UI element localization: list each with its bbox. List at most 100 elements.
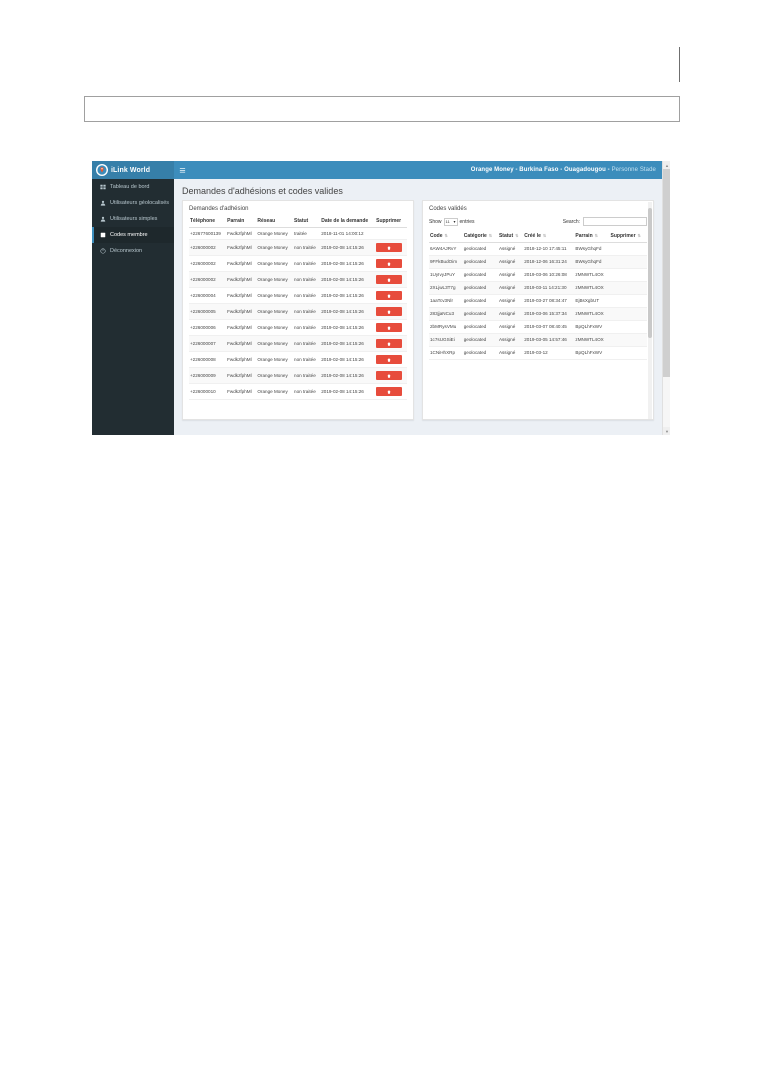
cell-statut: non traitée (293, 303, 321, 320)
users-icon (100, 200, 106, 206)
col-statut[interactable]: Statut ⇅ (497, 230, 524, 243)
delete-button[interactable] (376, 323, 403, 332)
col-parrain[interactable]: Parrain ⇅ (574, 230, 610, 243)
delete-button[interactable] (376, 259, 403, 268)
panel-right-title: Codes validés (429, 206, 467, 212)
cell-parrain: FwdkzfphMl (226, 239, 257, 256)
panel-right-scrollbar-thumb[interactable] (648, 208, 652, 338)
cell-parrain: FwdkzfphMl (226, 271, 257, 288)
cell-code: 6AW4AJRvY (429, 242, 463, 256)
cell-statut: Assigné (497, 307, 524, 321)
table-header-row: Téléphone Parrain Réseau Statut Date de … (189, 215, 407, 228)
scroll-down-arrow-icon[interactable]: ▼ (663, 427, 670, 435)
cell-categorie: geolocated (462, 294, 498, 308)
delete-button[interactable] (376, 371, 403, 380)
table-row: +226000002 FwdkzfphMl Orange Money non t… (189, 239, 407, 256)
col-categorie-label: Catégorie (463, 233, 487, 239)
page-length-value: 11 (445, 219, 450, 224)
col-cree-le[interactable]: Créé le ⇅ (523, 230, 575, 243)
show-label: Show (429, 218, 442, 225)
cell-statut: Assigné (497, 242, 524, 256)
panel-codes-valides: Codes validés Show 11 ▾ entries Search: (422, 200, 654, 420)
col-categorie[interactable]: Catégorie ⇅ (462, 230, 498, 243)
cell-date: 2019-03-27 08:34:47 (523, 294, 575, 308)
cell-telephone: +226000004 (189, 287, 227, 304)
sidebar-item-utilisateurs-geolocalises[interactable]: Utilisateurs géolocalisés (92, 195, 174, 211)
sidebar-item-codes-membre[interactable]: Codes membre (92, 227, 174, 243)
delete-button[interactable] (376, 339, 403, 348)
cell-date: 2019-03-06 15:37:34 (523, 307, 575, 321)
cell-telephone: +226000005 (189, 303, 227, 320)
datatable-controls: Show 11 ▾ entries Search: (423, 215, 653, 230)
delete-button[interactable] (376, 291, 403, 300)
cell-statut: Assigné (497, 281, 524, 295)
col-code[interactable]: Code ⇅ (429, 230, 463, 243)
sidebar-toggle-button[interactable] (174, 161, 190, 179)
cell-reseau: Orange Money (256, 255, 294, 272)
search-input[interactable] (583, 217, 647, 226)
top-vertical-rule (679, 47, 680, 82)
cell-telephone: +226000006 (189, 319, 227, 336)
delete-button[interactable] (376, 275, 403, 284)
brand-title: iLink World (111, 166, 151, 174)
delete-button[interactable] (376, 355, 403, 364)
chevron-down-icon: ▾ (453, 219, 456, 224)
entries-label: entries (459, 218, 475, 225)
cell-statut: non traitée (293, 319, 321, 336)
cell-telephone: +226000002 (189, 239, 227, 256)
code-icon (100, 232, 106, 238)
panel-demandes-adhesion: Demandes d'adhésion Téléphone Parrain Ré… (182, 200, 414, 420)
delete-button[interactable] (376, 387, 403, 396)
trash-icon (387, 310, 391, 314)
sort-icon: ⇅ (542, 233, 547, 238)
col-supprimer-label: Supprimer (610, 233, 636, 239)
panel-right-scrollbar[interactable] (648, 202, 652, 419)
sidebar-item-utilisateurs-simples[interactable]: Utilisateurs simples (92, 211, 174, 227)
panel-right-body: Code ⇅ Catégorie ⇅ Statut ⇅ Créé le ⇅ Parrai… (423, 230, 653, 360)
sort-icon: ⇅ (594, 233, 598, 238)
power-icon (100, 248, 106, 254)
navbar-user-info[interactable]: Orange Money - Burkina Faso - Ouagadougo… (471, 167, 662, 173)
col-date-demande: Date de la demande (320, 215, 376, 228)
navbar-username: Personne Stade (611, 167, 656, 173)
cell-statut: Assigné (497, 320, 524, 334)
cell-supprimer (609, 307, 647, 321)
cell-statut: non traitée (293, 255, 321, 272)
table-row: +226000002 FwdkzfphMl Orange Money non t… (189, 271, 407, 288)
application-window: iLink World Orange Money - Burkina Faso … (92, 161, 670, 435)
cell-telephone: +22677600139 (189, 227, 227, 240)
cell-supprimer (375, 271, 407, 288)
table-row: 1CNiHhXRp geolocated Assigné 2019-03-12 … (429, 346, 647, 360)
table-row: 9FFkBudOim geolocated Assigné 2018-12-06… (429, 255, 647, 269)
cell-parrain: zMNWTL4OX (574, 333, 610, 347)
cell-date: 2019-03-06 10:26:08 (523, 268, 575, 282)
delete-button[interactable] (376, 243, 403, 252)
scroll-up-arrow-icon[interactable]: ▲ (663, 161, 670, 169)
col-statut: Statut (293, 215, 321, 228)
cell-parrain: zMNWTL4OX (574, 307, 610, 321)
delete-button[interactable] (376, 307, 403, 316)
cell-parrain: FwdkzfphMl (226, 367, 257, 384)
cell-parrain: BpQLhFxWV (574, 346, 610, 360)
table-row: 2bMRysVMu geolocated Assigné 2019-03-07 … (429, 320, 647, 334)
cell-supprimer (609, 346, 647, 360)
sidebar-item-deconnexion[interactable]: Déconnexion (92, 243, 174, 259)
codes-table: Code ⇅ Catégorie ⇅ Statut ⇅ Créé le ⇅ Parrai… (429, 230, 647, 360)
table-row: +226000002 FwdkzfphMl Orange Money non t… (189, 255, 407, 272)
sidebar-item-label: Utilisateurs simples (110, 216, 158, 222)
trash-icon (387, 342, 391, 346)
trash-icon (387, 358, 391, 362)
cell-date: 2019-03-11 14:21:30 (523, 281, 575, 295)
col-supprimer[interactable]: Supprimer ⇅ (609, 230, 647, 243)
page-length-select[interactable]: 11 ▾ (443, 217, 458, 226)
table-row: +226000007 FwdkzfphMl Orange Money non t… (189, 335, 407, 352)
cell-parrain: FwdkzfphMl (226, 255, 257, 272)
brand-logo-area[interactable]: iLink World (92, 161, 174, 179)
sidebar-item-tableau-de-bord[interactable]: Tableau de bord (92, 179, 174, 195)
trash-icon (387, 246, 391, 250)
window-scrollbar[interactable]: ▲ ▼ (662, 161, 670, 435)
cell-statut: Assigné (497, 333, 524, 347)
window-scrollbar-thumb[interactable] (663, 169, 670, 377)
cell-parrain: FwdkzfphMl (226, 287, 257, 304)
